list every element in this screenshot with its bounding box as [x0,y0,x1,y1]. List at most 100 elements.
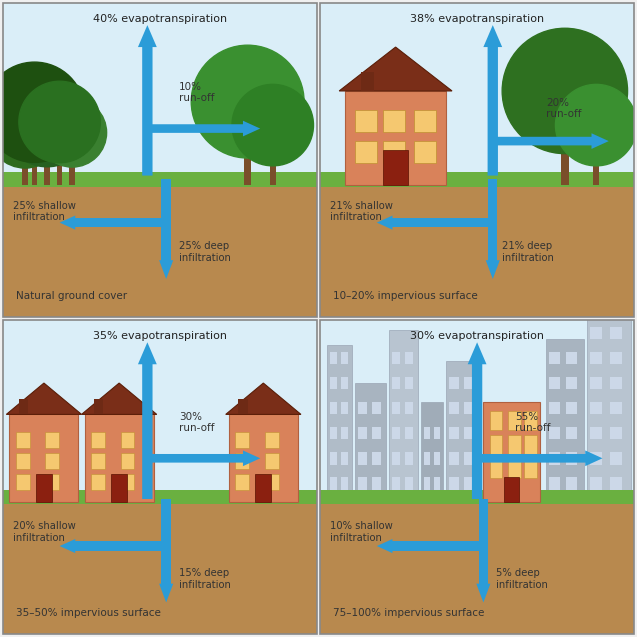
FancyBboxPatch shape [358,477,367,490]
FancyBboxPatch shape [45,474,59,490]
FancyBboxPatch shape [524,435,536,454]
FancyBboxPatch shape [45,453,59,469]
FancyBboxPatch shape [19,399,28,415]
FancyBboxPatch shape [549,377,560,389]
FancyBboxPatch shape [330,402,337,415]
FancyBboxPatch shape [345,91,446,185]
Polygon shape [377,539,480,553]
FancyBboxPatch shape [449,377,459,389]
FancyBboxPatch shape [341,427,348,440]
FancyBboxPatch shape [74,218,166,227]
FancyBboxPatch shape [45,432,59,448]
Text: 30% evapotranspiration: 30% evapotranspiration [410,331,544,341]
FancyBboxPatch shape [320,499,634,634]
FancyBboxPatch shape [610,377,622,389]
FancyBboxPatch shape [549,402,560,415]
Text: 25% deep
infiltration: 25% deep infiltration [179,241,231,263]
FancyBboxPatch shape [392,352,401,364]
FancyBboxPatch shape [330,427,337,440]
FancyBboxPatch shape [566,452,576,464]
FancyBboxPatch shape [238,399,248,415]
FancyBboxPatch shape [392,477,401,490]
Polygon shape [377,215,490,230]
Text: 20% shallow
infiltration: 20% shallow infiltration [13,521,75,543]
FancyBboxPatch shape [546,339,583,502]
FancyBboxPatch shape [549,452,560,464]
FancyBboxPatch shape [320,320,634,502]
Text: 35% evapotranspiration: 35% evapotranspiration [93,331,227,341]
Text: 35–50% impervious surface: 35–50% impervious surface [16,608,161,618]
FancyBboxPatch shape [415,110,436,132]
FancyBboxPatch shape [341,402,348,415]
FancyBboxPatch shape [483,402,540,502]
FancyBboxPatch shape [566,352,576,364]
FancyBboxPatch shape [504,477,519,502]
FancyBboxPatch shape [320,490,634,504]
FancyBboxPatch shape [405,352,413,364]
FancyBboxPatch shape [508,459,521,478]
FancyBboxPatch shape [358,402,367,415]
FancyBboxPatch shape [235,432,249,448]
FancyBboxPatch shape [449,477,459,490]
FancyBboxPatch shape [566,402,576,415]
FancyBboxPatch shape [610,327,622,339]
FancyBboxPatch shape [372,427,381,440]
Polygon shape [138,342,157,499]
FancyBboxPatch shape [358,427,367,440]
FancyBboxPatch shape [424,427,430,440]
FancyBboxPatch shape [358,452,367,464]
Text: 38% evapotranspiration: 38% evapotranspiration [410,14,544,24]
Polygon shape [147,450,260,466]
FancyBboxPatch shape [265,453,278,469]
FancyBboxPatch shape [44,154,50,185]
Text: 15% deep
infiltration: 15% deep infiltration [179,568,231,590]
FancyBboxPatch shape [449,402,459,415]
FancyBboxPatch shape [590,477,602,490]
FancyBboxPatch shape [549,427,560,440]
FancyBboxPatch shape [341,377,348,389]
FancyBboxPatch shape [490,459,502,478]
FancyBboxPatch shape [389,330,417,502]
FancyBboxPatch shape [549,352,560,364]
FancyBboxPatch shape [434,427,440,440]
Circle shape [191,45,304,158]
FancyBboxPatch shape [120,474,134,490]
FancyBboxPatch shape [610,402,622,415]
Circle shape [0,62,85,162]
Text: Natural ground cover: Natural ground cover [16,291,127,301]
FancyBboxPatch shape [524,459,536,478]
Polygon shape [6,383,82,415]
FancyBboxPatch shape [478,499,488,585]
FancyBboxPatch shape [3,499,317,634]
Text: 21% shallow
infiltration: 21% shallow infiltration [330,201,392,222]
Circle shape [3,79,91,167]
FancyBboxPatch shape [330,377,337,389]
FancyBboxPatch shape [610,452,622,464]
Circle shape [38,98,106,167]
FancyBboxPatch shape [508,411,521,430]
FancyBboxPatch shape [405,477,413,490]
Text: 10%
run-off: 10% run-off [179,82,214,103]
FancyBboxPatch shape [549,477,560,490]
FancyBboxPatch shape [22,157,28,185]
Text: 10–20% impervious surface: 10–20% impervious surface [333,291,478,301]
FancyBboxPatch shape [594,154,599,185]
FancyBboxPatch shape [405,452,413,464]
Polygon shape [476,551,490,603]
Text: 5% deep
infiltration: 5% deep infiltration [496,568,548,590]
Polygon shape [159,551,173,603]
FancyBboxPatch shape [229,415,298,502]
FancyBboxPatch shape [36,474,52,502]
FancyBboxPatch shape [327,345,352,502]
FancyBboxPatch shape [161,179,171,262]
Text: 40% evapotranspiration: 40% evapotranspiration [93,14,227,24]
FancyBboxPatch shape [490,435,502,454]
FancyBboxPatch shape [235,474,249,490]
FancyBboxPatch shape [74,541,166,551]
Polygon shape [159,227,173,279]
FancyBboxPatch shape [392,427,401,440]
FancyBboxPatch shape [391,541,483,551]
FancyBboxPatch shape [590,377,602,389]
FancyBboxPatch shape [405,377,413,389]
FancyBboxPatch shape [383,150,408,185]
